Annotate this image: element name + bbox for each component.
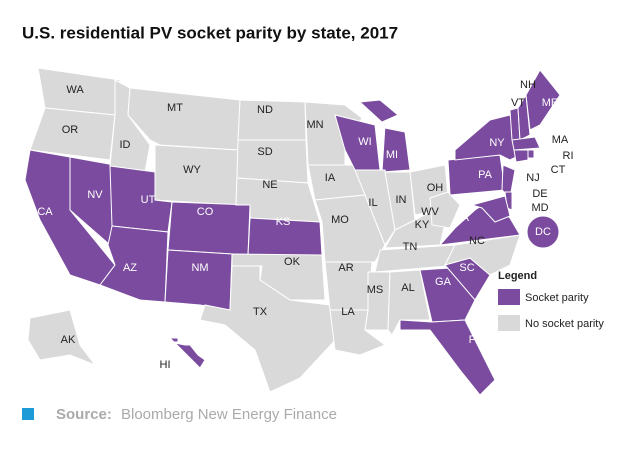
legend-swatch xyxy=(498,289,520,305)
legend-title: Legend xyxy=(498,270,537,282)
state-label: NV xyxy=(87,189,103,201)
state-label: MI xyxy=(386,149,398,161)
state-shape xyxy=(99,225,169,303)
states xyxy=(24,67,561,396)
legend-label: Socket parity xyxy=(525,292,589,304)
state-label: KY xyxy=(415,219,430,231)
state-label: ID xyxy=(120,139,131,151)
state-label: WV xyxy=(421,206,439,218)
state-label: AK xyxy=(61,334,76,346)
state-label: AR xyxy=(338,262,353,274)
state-label: AZ xyxy=(123,262,137,274)
state-shape xyxy=(511,136,541,151)
state-shape xyxy=(399,319,496,396)
source-label: Source: xyxy=(56,406,112,423)
state-label: MO xyxy=(331,214,349,226)
state-label: OR xyxy=(62,124,79,136)
state-label: OK xyxy=(284,256,301,268)
state-shape xyxy=(470,195,511,223)
state-shape xyxy=(364,271,391,331)
state-shape xyxy=(199,265,341,393)
state-label: DC xyxy=(535,226,551,238)
state-label: SD xyxy=(257,146,272,158)
state-shape xyxy=(164,249,233,311)
state-shape xyxy=(419,267,476,323)
state-label: NC xyxy=(469,235,485,247)
state-label: CO xyxy=(197,206,214,218)
source-text: Bloomberg New Energy Finance xyxy=(121,406,337,423)
state-label: GA xyxy=(435,276,452,288)
state-shape xyxy=(454,114,521,161)
state-label: IL xyxy=(368,197,377,209)
state-label: NJ xyxy=(526,172,539,184)
state-shape xyxy=(354,169,396,247)
state-shape xyxy=(526,215,560,249)
state-label: PA xyxy=(478,169,493,181)
state-label: IA xyxy=(325,172,336,184)
state-label: KS xyxy=(276,216,291,228)
state-label: WI xyxy=(358,136,371,148)
state-shape xyxy=(29,107,116,161)
state-label: LA xyxy=(341,306,355,318)
state-shape xyxy=(527,149,535,159)
state-label: CA xyxy=(37,206,53,218)
state-label: VT xyxy=(511,97,525,109)
state-label: UT xyxy=(141,194,156,206)
state-label: HI xyxy=(160,359,171,371)
state-label: CT xyxy=(551,164,566,176)
state-label: AL xyxy=(401,282,414,294)
state-shape xyxy=(358,99,411,173)
state-label: ME xyxy=(542,97,559,109)
state-label: SC xyxy=(459,262,474,274)
state-label: WA xyxy=(66,84,84,96)
state-shape xyxy=(168,337,206,369)
state-label: OH xyxy=(427,182,444,194)
legend-swatch xyxy=(498,315,520,331)
state-label: TX xyxy=(253,306,268,318)
state-label: MS xyxy=(367,284,384,296)
state-label: WY xyxy=(183,164,201,176)
state-label: NY xyxy=(489,137,505,149)
state-label: MA xyxy=(552,134,569,146)
legend-label: No socket parity xyxy=(525,318,604,330)
state-label: FL xyxy=(469,334,482,346)
state-label: IN xyxy=(396,194,407,206)
state-label: MN xyxy=(306,119,323,131)
state-labels: WA OR CA NV ID MT WY UT AZ CO NM ND SD NE KS OK TX MN IA MO… xyxy=(37,79,573,371)
state-label: NM xyxy=(191,262,208,274)
state-label: TN xyxy=(403,241,418,253)
source-icon xyxy=(22,408,34,420)
state-shape xyxy=(513,149,529,163)
state-label: NE xyxy=(262,179,277,191)
state-label: ND xyxy=(257,104,273,116)
state-label: NH xyxy=(520,79,536,91)
state-label: MT xyxy=(167,102,183,114)
map-title: U.S. residential PV socket parity by sta… xyxy=(22,23,398,42)
state-shape xyxy=(429,191,461,229)
state-shape xyxy=(447,154,506,196)
state-label: VA xyxy=(455,212,470,224)
state-shape xyxy=(27,309,97,367)
state-shape xyxy=(525,69,561,131)
state-label: MD xyxy=(531,202,548,214)
state-label: RI xyxy=(563,150,574,162)
state-label: DE xyxy=(532,188,547,200)
